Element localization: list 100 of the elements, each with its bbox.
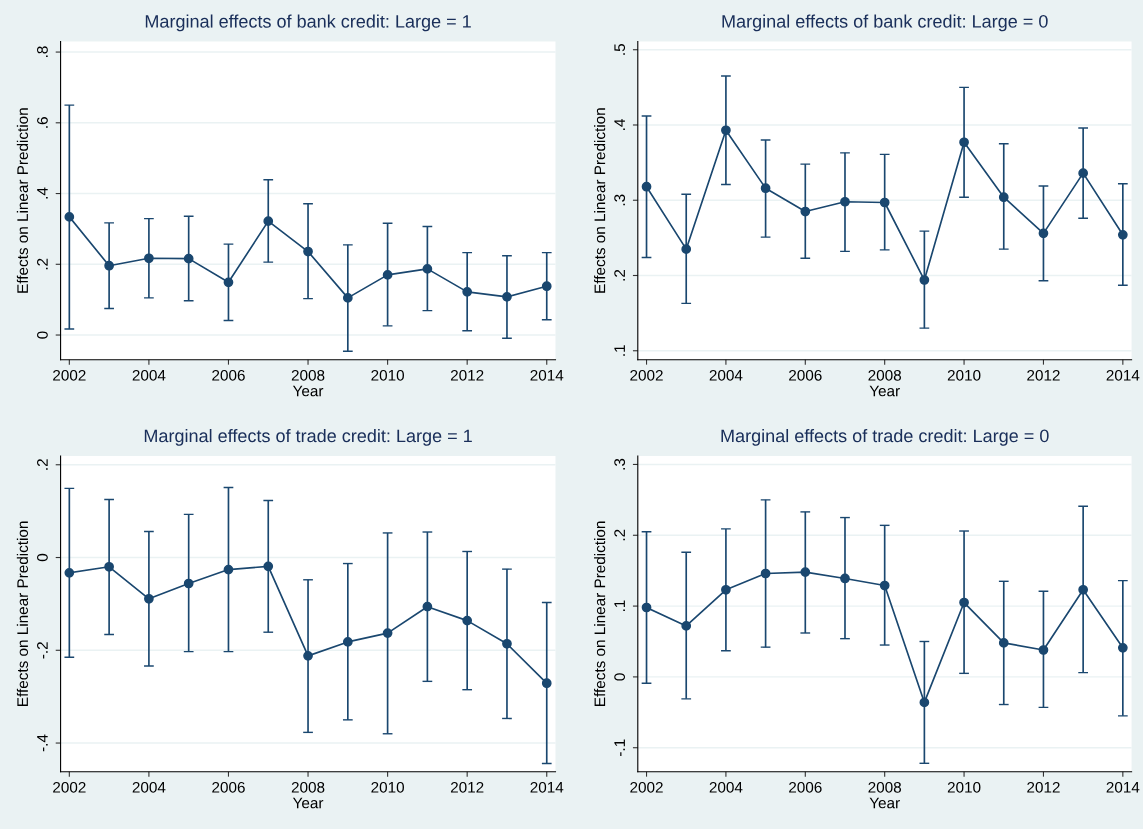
x-tick-label: 2008 [868,369,902,381]
point [959,137,969,148]
point [541,678,552,689]
y-tick-label: .8 [37,46,48,58]
x-tick-label: 2014 [530,369,564,381]
x-axis-title: Year [292,385,324,397]
x-tick-label: 2006 [789,781,822,793]
x-tick-label: 2006 [789,369,822,381]
point [840,573,850,584]
point [919,697,930,708]
y-tick-label: .2 [614,269,625,281]
point [879,580,890,591]
point [303,650,313,661]
x-tick-label: 2006 [212,369,245,381]
point [303,246,313,257]
point [462,287,473,297]
point [223,564,234,575]
point [800,567,811,577]
y-tick-label: -.1 [614,739,625,756]
point [382,628,393,638]
point [382,270,393,280]
x-tick-label: 2014 [1106,781,1140,793]
point [183,253,194,264]
y-tick-label: .1 [614,600,625,612]
x-axis-title: Year [869,797,900,809]
point [144,593,154,604]
point [502,638,512,649]
point [919,275,930,285]
point [879,197,890,208]
point [681,244,692,255]
point [840,196,850,207]
x-tick-label: 2004 [132,369,166,381]
y-tick-label: .2 [37,258,48,270]
chart-title: Marginal effects of bank credit: Large = 0 [722,14,1048,32]
x-tick-label: 2004 [709,369,743,381]
point [64,212,75,222]
y-tick-label: -.2 [37,642,48,659]
x-tick-label: 2012 [450,781,484,793]
x-tick-label: 2002 [630,781,663,793]
y-tick-label: .4 [614,119,625,130]
point [760,568,771,579]
point [104,260,114,271]
x-tick-label: 2006 [212,781,245,793]
point [1038,645,1049,655]
point [998,638,1009,648]
point [104,561,114,572]
point [541,281,552,292]
x-tick-label: 2014 [1106,369,1140,381]
point [641,602,652,613]
chart-title: Marginal effects of trade credit: Large = 0 [721,428,1049,446]
x-tick-label: 2002 [630,369,663,381]
point [1038,228,1049,239]
x-tick-label: 2014 [530,781,564,793]
y-tick-label: -.4 [37,734,48,752]
y-axis-title: Effects on Linear Prediction [16,108,29,293]
point [223,277,234,288]
point [422,264,433,274]
point [1078,584,1089,595]
y-axis-title: Effects on Linear Prediction [16,521,29,706]
point [502,291,512,302]
point [1117,229,1128,240]
x-tick-label: 2002 [53,369,86,381]
y-tick-label: 0 [37,331,48,339]
point [721,584,731,595]
point [144,253,154,264]
y-tick-label: .2 [37,459,48,470]
x-axis-title: Year [869,385,900,397]
point [263,561,274,572]
y-tick-label: .6 [37,117,48,128]
y-tick-label: 0 [37,553,48,562]
chart-title: Marginal effects of trade credit: Large = 1 [144,428,472,446]
x-tick-label: 2012 [450,369,484,381]
point [959,597,969,608]
y-tick-label: .3 [614,194,626,206]
point [998,192,1009,203]
x-tick-label: 2012 [1027,781,1060,793]
x-axis-title: Year [292,797,324,809]
y-tick-label: .3 [614,458,626,470]
x-tick-label: 2004 [132,781,166,793]
point [800,206,811,217]
x-tick-label: 2010 [947,781,981,793]
x-tick-label: 2002 [53,781,86,793]
point [1078,168,1089,179]
x-tick-label: 2012 [1027,369,1060,381]
point [342,293,353,303]
point [681,621,692,631]
point [462,615,473,626]
y-tick-label: 0 [614,673,626,681]
x-tick-label: 2008 [291,369,325,381]
y-tick-label: .1 [614,345,625,356]
point [263,216,274,226]
point [64,567,75,578]
y-tick-label: .5 [614,44,626,55]
point [1117,643,1128,653]
y-axis-title: Effects on Linear Prediction [594,108,606,293]
x-tick-label: 2008 [868,781,902,793]
point [641,181,652,192]
y-axis-title: Effects on Linear Prediction [594,521,606,706]
point [721,125,731,136]
y-tick-label: .2 [614,529,625,541]
